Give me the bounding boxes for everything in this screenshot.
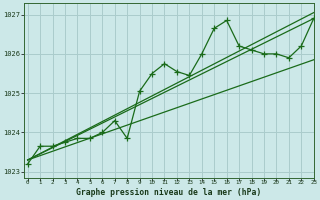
X-axis label: Graphe pression niveau de la mer (hPa): Graphe pression niveau de la mer (hPa) xyxy=(76,188,261,197)
